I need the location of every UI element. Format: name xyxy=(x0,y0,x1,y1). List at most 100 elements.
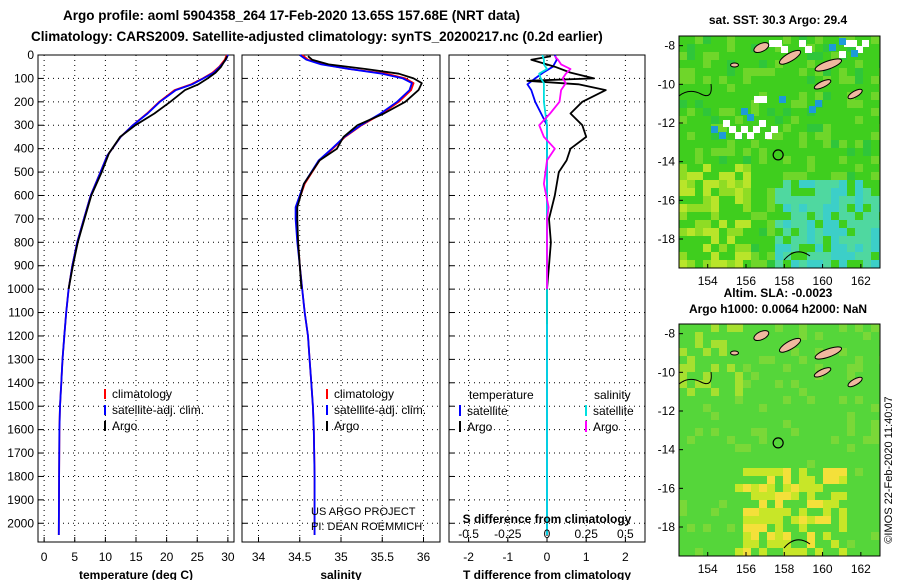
map-cell xyxy=(839,156,847,164)
map-cell xyxy=(727,148,735,156)
map-cell xyxy=(823,220,831,228)
map-cell xyxy=(751,492,759,500)
sla-map-subtitle: Argo h1000: 0.0064 h2000: NaN xyxy=(689,302,867,316)
map-cell xyxy=(847,196,855,204)
map-cell xyxy=(871,196,879,204)
map-cell xyxy=(847,540,855,548)
map-cell xyxy=(727,172,735,180)
map-cell xyxy=(687,76,695,84)
map-cell xyxy=(735,548,743,556)
map-cell xyxy=(679,172,687,180)
map-cell xyxy=(775,116,783,124)
legend-label: climatology xyxy=(334,387,394,401)
map-cell xyxy=(759,428,767,436)
map-cell xyxy=(703,164,711,172)
map-cell xyxy=(679,364,687,372)
map-cell xyxy=(839,68,847,76)
map-cell xyxy=(871,428,879,436)
map-cell xyxy=(847,100,855,108)
map-cell xyxy=(847,428,855,436)
legend-label: Argo xyxy=(112,419,138,433)
depth-tick-label: 500 xyxy=(14,165,34,179)
reef-contour xyxy=(679,371,712,385)
map-cell xyxy=(679,212,687,220)
map-cell xyxy=(823,532,831,540)
map-cell xyxy=(815,244,823,252)
map-cell xyxy=(687,188,695,196)
map-cell xyxy=(703,228,711,236)
map-cell xyxy=(823,196,831,204)
map-cell xyxy=(783,204,791,212)
map-cell xyxy=(847,148,855,156)
map-cell xyxy=(855,204,863,212)
map-cell xyxy=(783,172,791,180)
map-cell xyxy=(743,508,751,516)
series-line-salinity-argo xyxy=(538,55,572,290)
map-cell xyxy=(871,36,879,44)
map-cell xyxy=(679,52,687,60)
map-cell xyxy=(815,36,823,44)
map-cell xyxy=(743,532,751,540)
map-frame xyxy=(678,35,881,269)
lon-tick-label: 154 xyxy=(698,274,718,288)
map-cell xyxy=(751,532,759,540)
x-tick-label: 2 xyxy=(622,550,629,564)
map-cell xyxy=(831,220,839,228)
map-cell xyxy=(695,332,703,340)
cloud-gap xyxy=(771,126,778,133)
map-cell xyxy=(799,228,807,236)
map-cell xyxy=(807,396,815,404)
map-cell xyxy=(751,524,759,532)
map-cell xyxy=(871,236,879,244)
map-cell xyxy=(775,260,783,268)
map-cell xyxy=(831,468,839,476)
map-cell xyxy=(831,244,839,252)
map-cell xyxy=(711,116,719,124)
map-cell xyxy=(847,412,855,420)
map-cell xyxy=(839,348,847,356)
map-cell xyxy=(711,508,719,516)
map-cell xyxy=(815,252,823,260)
map-cell xyxy=(719,260,727,268)
map-cell xyxy=(839,548,847,556)
map-cell xyxy=(839,524,847,532)
map-cell xyxy=(871,532,879,540)
map-cell xyxy=(735,444,743,452)
depth-tick-label: 1600 xyxy=(7,423,34,437)
x-axis-label: salinity xyxy=(320,568,362,580)
map-cell xyxy=(839,140,847,148)
map-cell xyxy=(743,252,751,260)
map-cell xyxy=(727,524,735,532)
map-frame xyxy=(678,323,881,557)
depth-tick-label: 1500 xyxy=(7,399,34,413)
cool-patch xyxy=(711,126,718,133)
map-cell xyxy=(815,516,823,524)
map-cell xyxy=(807,164,815,172)
map-cell xyxy=(687,364,695,372)
cloud-gap xyxy=(741,126,748,133)
map-cell xyxy=(807,252,815,260)
map-cell xyxy=(775,524,783,532)
map-cell xyxy=(775,516,783,524)
imos-credit: ©IMOS 22-Feb-2020 11:40:07 xyxy=(883,396,895,543)
island-landmass xyxy=(730,350,740,356)
lat-tick-label: -8 xyxy=(664,39,675,53)
map-cell xyxy=(783,532,791,540)
map-cell xyxy=(703,180,711,188)
map-cell xyxy=(791,484,799,492)
map-cell xyxy=(807,228,815,236)
map-cell xyxy=(711,196,719,204)
depth-tick-label: 1100 xyxy=(8,306,34,320)
map-cell xyxy=(719,348,727,356)
map-cell xyxy=(807,180,815,188)
map-cell xyxy=(839,516,847,524)
map-cell xyxy=(743,196,751,204)
map-cell xyxy=(823,92,831,100)
map-cell xyxy=(719,340,727,348)
map-cell xyxy=(799,484,807,492)
map-cell xyxy=(679,76,687,84)
x-tick-label: 0 xyxy=(544,550,551,564)
map-cell xyxy=(679,260,687,268)
depth-tick-label: 1800 xyxy=(7,469,34,483)
map-cell xyxy=(767,492,775,500)
